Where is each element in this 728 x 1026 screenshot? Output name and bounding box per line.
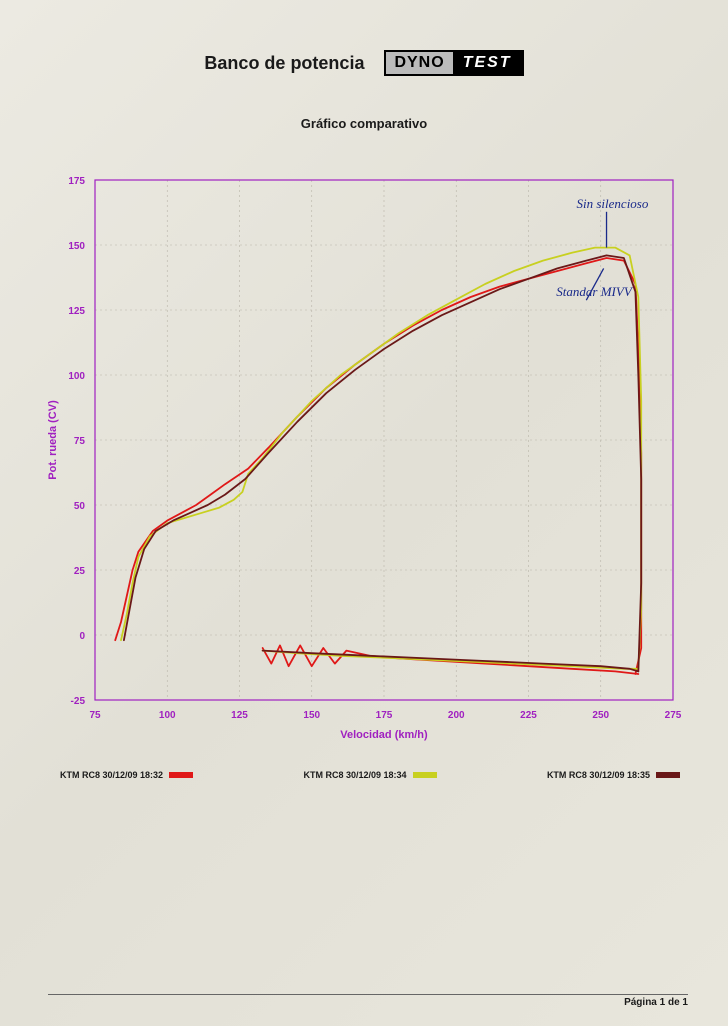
dyno-chart: 75 100 125 150 175 200 225 250 275 -25 0 25 50 75 100 1… [40, 170, 688, 750]
svg-text:150: 150 [303, 710, 320, 721]
logo-part2: TEST [453, 52, 522, 74]
svg-text:Sin silencioso: Sin silencioso [577, 196, 649, 211]
svg-text:25: 25 [74, 566, 86, 577]
svg-text:175: 175 [68, 176, 85, 187]
legend-label: KTM RC8 30/12/09 18:35 [547, 770, 650, 780]
svg-text:125: 125 [68, 306, 85, 317]
legend-swatch [413, 772, 437, 778]
dyno-report-page: Banco de potencia DYNO TEST Gráfico comp… [0, 0, 728, 1026]
svg-text:Velocidad (km/h): Velocidad (km/h) [340, 729, 428, 741]
logo-part1: DYNO [386, 52, 452, 74]
svg-text:200: 200 [448, 710, 465, 721]
svg-text:275: 275 [665, 710, 682, 721]
page-title: Banco de potencia [204, 53, 364, 74]
svg-text:75: 75 [74, 436, 86, 447]
svg-text:250: 250 [592, 710, 609, 721]
header: Banco de potencia DYNO TEST Gráfico comp… [0, 50, 728, 131]
logo: DYNO TEST [384, 50, 523, 76]
legend-item: KTM RC8 30/12/09 18:32 [60, 770, 193, 780]
subtitle: Gráfico comparativo [0, 116, 728, 131]
svg-text:175: 175 [376, 710, 393, 721]
legend-swatch [656, 772, 680, 778]
svg-text:50: 50 [74, 501, 86, 512]
legend-swatch [169, 772, 193, 778]
legend-label: KTM RC8 30/12/09 18:34 [303, 770, 406, 780]
svg-text:225: 225 [520, 710, 537, 721]
svg-text:150: 150 [68, 241, 85, 252]
svg-text:-25: -25 [71, 696, 86, 707]
legend: KTM RC8 30/12/09 18:32 KTM RC8 30/12/09 1… [60, 770, 680, 780]
page-footer: Página 1 de 1 [48, 994, 688, 1008]
legend-item: KTM RC8 30/12/09 18:35 [547, 770, 680, 780]
svg-text:0: 0 [79, 631, 85, 642]
legend-item: KTM RC8 30/12/09 18:34 [303, 770, 436, 780]
svg-text:Standar MIVV: Standar MIVV [556, 284, 634, 299]
svg-text:100: 100 [68, 371, 85, 382]
svg-text:125: 125 [231, 710, 248, 721]
svg-text:75: 75 [89, 710, 101, 721]
legend-label: KTM RC8 30/12/09 18:32 [60, 770, 163, 780]
svg-text:Pot. rueda (CV): Pot. rueda (CV) [47, 400, 59, 480]
svg-text:100: 100 [159, 710, 176, 721]
